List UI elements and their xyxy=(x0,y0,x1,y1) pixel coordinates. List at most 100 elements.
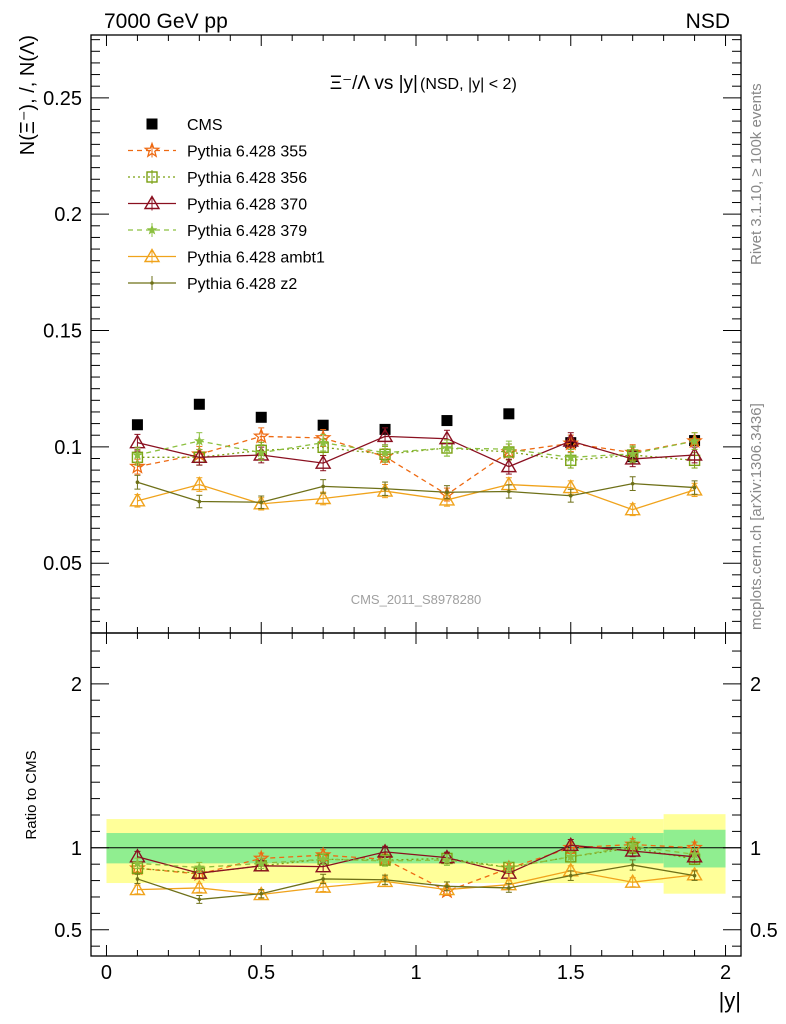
main-y-tick-label: 0.05 xyxy=(43,553,82,575)
data-point xyxy=(135,877,140,881)
data-point xyxy=(689,848,700,859)
data-point xyxy=(689,435,700,446)
data-point xyxy=(314,454,332,469)
main-plot-series xyxy=(129,398,703,517)
data-point xyxy=(441,415,453,427)
data-point xyxy=(129,881,146,896)
ratio-y-tick-label: 1 xyxy=(71,838,82,860)
data-point xyxy=(321,484,325,489)
main-y-tick-label: 0.1 xyxy=(54,437,82,459)
data-point xyxy=(624,501,641,516)
data-point xyxy=(441,854,453,865)
x-tick-label: 0.5 xyxy=(247,962,275,984)
data-point xyxy=(191,476,208,491)
data-point xyxy=(197,499,202,504)
data-point xyxy=(624,873,641,888)
data-point xyxy=(253,857,270,872)
data-point xyxy=(314,490,332,505)
data-point xyxy=(129,492,146,507)
series-line xyxy=(137,843,695,892)
data-point xyxy=(624,842,641,857)
data-point xyxy=(317,853,329,864)
data-point xyxy=(314,858,332,873)
data-point xyxy=(317,419,329,431)
mcplots-label: mcplots.cern.ch [arXiv:1306.3436] xyxy=(748,403,765,630)
legend-entry: Pythia 6.428 z2 xyxy=(187,276,297,293)
data-point xyxy=(627,840,638,851)
analysis-watermark: CMS_2011_S8978280 xyxy=(351,592,482,607)
legend-entry: Pythia 6.428 370 xyxy=(187,197,307,214)
data-point xyxy=(376,427,394,443)
data-point xyxy=(131,419,143,431)
main-title: Ξ⁻/Λ vs |y| xyxy=(330,73,418,94)
ratio-y-tick-label-right: 0.5 xyxy=(750,920,778,942)
ratio-plot-series xyxy=(129,835,703,904)
data-point xyxy=(191,864,208,879)
data-point xyxy=(686,848,703,863)
series-line xyxy=(137,844,695,874)
main-y-tick-label: 0.25 xyxy=(43,88,82,110)
legend-marker xyxy=(143,141,161,158)
legend-entry: Pythia 6.428 356 xyxy=(187,170,307,187)
data-point xyxy=(630,863,635,867)
data-point xyxy=(562,432,579,447)
data-point xyxy=(193,398,205,410)
data-point xyxy=(194,861,205,872)
ratio-frame xyxy=(90,632,742,957)
data-point xyxy=(135,480,140,485)
legend-marker xyxy=(146,224,158,235)
series-line xyxy=(137,483,695,511)
x-tick-label: 0 xyxy=(101,962,112,984)
legend: CMS Pythia 6.428 355 Pythia 6.428 356 Pythi… xyxy=(128,117,325,293)
data-point xyxy=(438,881,456,896)
series-line xyxy=(137,446,695,462)
data-point xyxy=(132,857,143,868)
data-point xyxy=(321,877,325,881)
data-point xyxy=(565,851,577,862)
data-point xyxy=(562,836,579,852)
data-point xyxy=(507,886,511,890)
main-y-label: N(Ξ⁻), /, N(Λ) xyxy=(17,35,39,155)
header-left: 7000 GeV pp xyxy=(104,10,228,33)
legend-entry: Pythia 6.428 379 xyxy=(187,223,307,240)
data-point xyxy=(500,458,518,473)
data-point xyxy=(197,897,202,902)
data-point xyxy=(255,447,267,458)
data-point xyxy=(624,450,641,465)
ratio-y-tick-label: 0.5 xyxy=(54,920,82,942)
data-point xyxy=(259,500,264,505)
x-tick-label: 2 xyxy=(720,962,731,984)
data-point xyxy=(507,489,511,494)
legend-marker xyxy=(143,248,161,263)
data-point xyxy=(692,485,697,490)
x-tick-label: 1 xyxy=(410,962,421,984)
legend-marker xyxy=(146,171,158,183)
series-line xyxy=(137,870,695,896)
data-point xyxy=(314,878,332,893)
data-point xyxy=(503,408,515,420)
data-point xyxy=(129,457,146,474)
data-point xyxy=(376,482,394,497)
ratio-y-label: Ratio to CMS xyxy=(23,750,40,839)
data-point xyxy=(191,448,208,464)
data-point xyxy=(445,884,449,889)
legend-entry: Pythia 6.428 355 xyxy=(187,144,307,161)
header-right: NSD xyxy=(686,10,730,33)
main-title-suffix: (NSD, |y| < 2) xyxy=(420,76,517,93)
x-axis-label: |y| xyxy=(719,988,741,1013)
ratio-y-tick-label: 2 xyxy=(71,674,82,696)
series-line xyxy=(137,864,695,901)
data-point xyxy=(445,490,449,495)
x-tick-label: 1.5 xyxy=(557,962,585,984)
series-line xyxy=(137,440,695,458)
rivet-label: Rivet 3.1.10, ≥ 100k events xyxy=(748,83,765,265)
ratio-y-tick-label-right: 2 xyxy=(750,674,761,696)
data-point xyxy=(503,861,515,872)
data-point xyxy=(255,857,267,868)
data-point xyxy=(686,481,703,496)
data-point xyxy=(627,448,638,459)
legend-marker xyxy=(143,195,161,210)
series-line xyxy=(137,435,695,468)
series-line xyxy=(137,845,695,869)
